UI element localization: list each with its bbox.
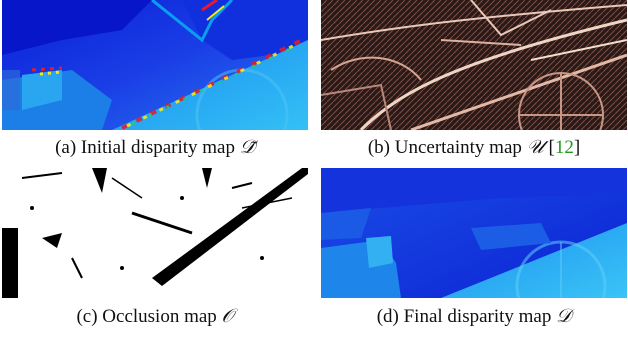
caption-d-text: (d) Final disparity map [376,306,552,327]
caption-d: (d) Final disparity map 𝒟 [321,305,627,329]
caption-b-cite-open: [ [548,137,555,158]
caption-c: (c) Occlusion map 𝒪 [2,305,308,329]
caption-c-symbol: 𝒪 [221,306,234,327]
caption-a-symbol: 𝒟̃ [239,137,255,158]
caption-b-text: (b) Uncertainty map [367,137,522,158]
uncertainty-map-image [321,0,627,130]
occlusion-map-image [2,168,308,298]
caption-d-symbol: 𝒟 [556,306,572,327]
caption-b-symbol: 𝒰 [526,137,544,158]
initial-disparity-image [2,0,308,130]
caption-a-text: (a) Initial disparity map [55,137,235,158]
caption-b: (b) Uncertainty map 𝒰 [12] [321,136,627,160]
caption-a: (a) Initial disparity map 𝒟̃ [2,136,308,160]
final-disparity-image [321,168,627,298]
caption-c-text: (c) Occlusion map [76,306,217,327]
caption-b-cite-close: ] [573,137,581,158]
caption-b-citation[interactable]: 12 [554,137,574,158]
